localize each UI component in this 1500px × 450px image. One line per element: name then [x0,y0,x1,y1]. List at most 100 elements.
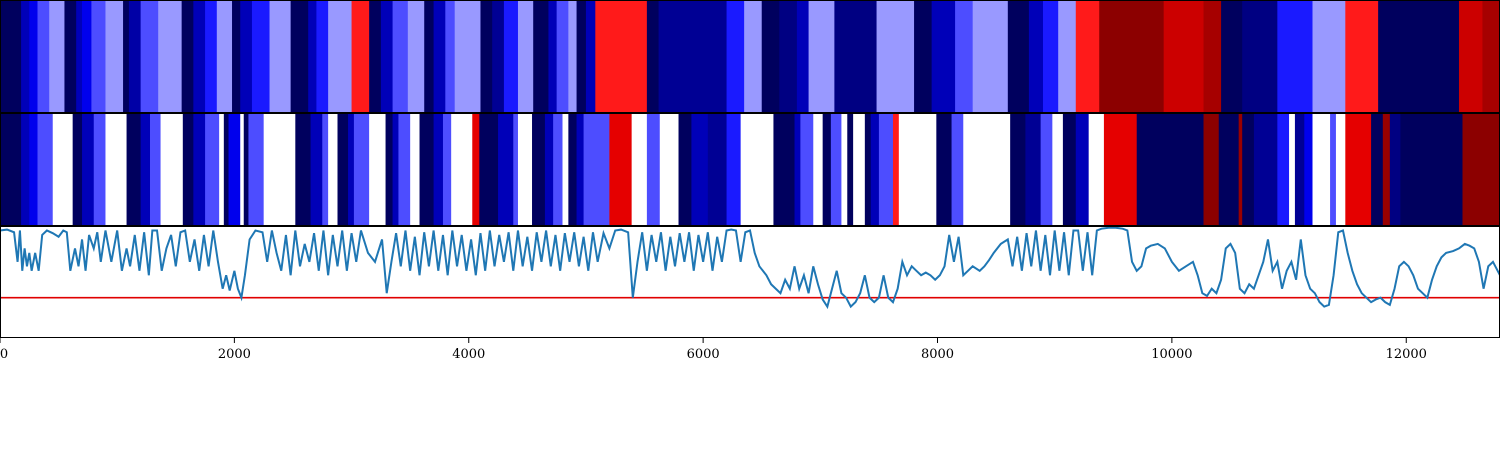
top-heatmap-band [0,0,1500,113]
top-band-segment [328,0,353,113]
top-band-segment [369,0,382,113]
middle-band-segment [398,113,411,226]
middle-band-segment [864,113,872,226]
top-band-segment [123,0,130,113]
middle-band-segment [0,113,22,226]
middle-band-segment [936,113,953,226]
middle-band-segment [1294,113,1305,226]
middle-band-segment [794,113,801,226]
middle-band-segment [1289,113,1296,226]
middle-band-segment [72,113,83,226]
top-band-segment [744,0,763,113]
middle-band-segment [150,113,162,226]
middle-band-segment [568,113,578,226]
middle-band-segment [1075,113,1090,226]
top-band-segment [1203,0,1222,113]
middle-band-segment [1203,113,1220,226]
top-band-segment [1378,0,1460,113]
top-band-segment [407,0,425,113]
top-band-segment [290,0,309,113]
top-band-segment [351,0,370,113]
top-band-segment [232,0,241,113]
middle-band-segment [1335,113,1346,226]
middle-band-segment [830,113,843,226]
middle-band-segment [1040,113,1053,226]
top-band-segment [726,0,745,113]
middle-band-segment [853,113,866,226]
middle-band-segment [1462,113,1500,226]
middle-band-segment [337,113,349,226]
middle-band-segment [392,113,400,226]
top-band-segment [761,0,780,113]
middle-band-segment [52,113,74,226]
top-band-segment [240,0,253,113]
middle-band-segment [1088,113,1105,226]
middle-band-segment [517,113,533,226]
middle-band-segment [385,113,394,226]
x-tick-label: 8000 [921,347,954,362]
middle-band-segment [870,113,880,226]
top-band-segment [1458,0,1484,113]
middle-band-segment [369,113,387,226]
top-band-segment [931,0,956,113]
top-band-segment [445,0,456,113]
middle-heatmap-band [0,113,1500,226]
top-band-segment [140,0,159,113]
top-band-segment [316,0,329,113]
middle-band-segment [631,113,648,226]
top-band-segment [585,0,596,113]
middle-band-segment [160,113,184,226]
middle-band-segment [646,113,661,226]
top-band-segment [82,0,92,113]
middle-band-segment [1253,113,1278,226]
middle-band-segment [1052,113,1064,226]
top-band-segment [1221,0,1243,113]
top-band-segment [1058,0,1077,113]
middle-band-segment [892,113,900,226]
top-band-segment [158,0,183,113]
middle-band-segment [1389,113,1401,226]
middle-band-segment [544,113,554,226]
top-band-segment [679,0,728,113]
middle-band-segment [82,113,95,226]
top-band-segment [658,0,681,113]
middle-band-segment [451,113,473,226]
top-band-segment [480,0,493,113]
top-band-segment [517,0,534,113]
top-band-segment [21,0,30,113]
top-band-segment [855,0,878,113]
top-band-segment [1482,0,1500,113]
middle-band-segment [205,113,220,226]
middle-band-segment [878,113,894,226]
middle-band-segment [963,113,1011,226]
middle-band-segment [1025,113,1042,226]
top-band-segment [796,0,810,113]
middle-band-segment [140,113,151,226]
middle-band-segment [410,113,421,226]
middle-band-segment [562,113,569,226]
top-band-segment [556,0,569,113]
middle-band-segment [1382,113,1391,226]
middle-band-segment [228,113,241,226]
top-band-segment [492,0,505,113]
line-panel-background [0,226,1500,338]
top-band-segment [128,0,142,113]
middle-band-segment [93,113,107,226]
top-band-segment [424,0,435,113]
top-band-segment [91,0,107,113]
top-band-segment [808,0,835,113]
top-band-segment [576,0,587,113]
top-band-segment [1075,0,1100,113]
middle-band-segment [193,113,206,226]
top-band-segment [193,0,206,113]
middle-band-segment [898,113,937,226]
x-axis: 0 2000 4000 6000 8000 10000 12000 [0,338,1427,362]
top-band-segment [1028,0,1044,113]
x-tick-label: 12000 [1386,347,1427,362]
top-band-segment [1163,0,1205,113]
middle-band-segment [263,113,296,226]
middle-band-segment [419,113,435,226]
middle-band-segment [1238,113,1243,226]
middle-band-segment [328,113,339,226]
